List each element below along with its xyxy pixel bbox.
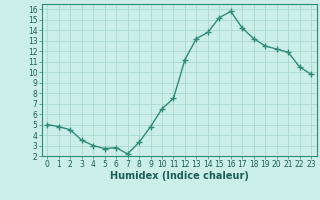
X-axis label: Humidex (Indice chaleur): Humidex (Indice chaleur) [110, 171, 249, 181]
